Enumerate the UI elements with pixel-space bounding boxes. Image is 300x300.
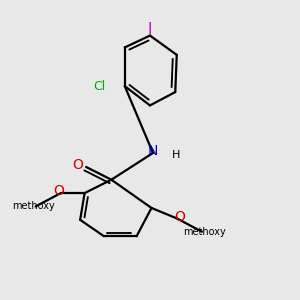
Text: I: I [148,22,152,37]
Text: methoxy: methoxy [12,202,55,212]
Text: O: O [53,184,64,198]
Text: methoxy: methoxy [184,227,226,237]
Text: O: O [174,210,185,224]
Text: O: O [72,158,83,172]
Text: Cl: Cl [93,80,106,93]
Text: H: H [172,150,181,160]
Text: N: N [148,145,158,158]
